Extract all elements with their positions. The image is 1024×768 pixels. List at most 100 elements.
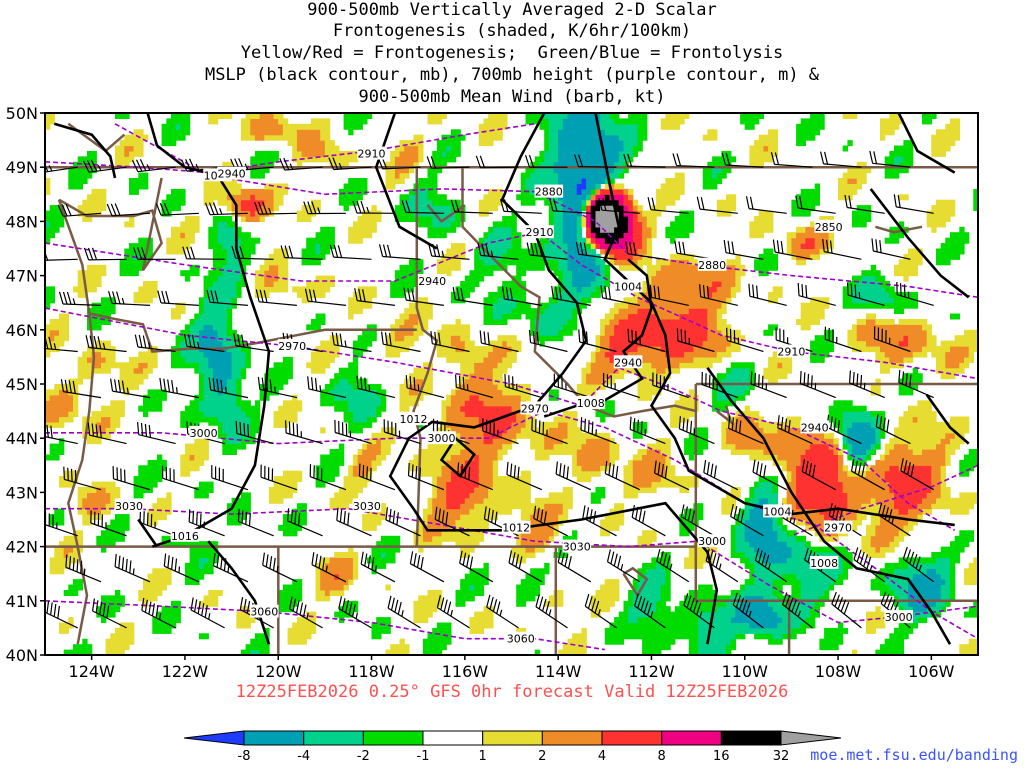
shade-cell [413,389,419,396]
shade-cell [436,454,443,461]
shade-cell [226,335,233,342]
shade-cell [343,600,349,607]
shade-cell [292,286,298,293]
shade-cell [124,150,130,157]
shade-cell [553,156,559,163]
shade-cell [609,595,615,602]
shade-cell [520,508,527,515]
shade-cell [455,454,461,461]
shade-cell [534,541,541,548]
shade-cell [245,243,251,250]
shade-cell [492,465,499,472]
shade-cell [562,145,569,152]
shade-cell [157,622,163,629]
shade-cell [595,281,601,287]
shade-cell [455,432,461,439]
shade-cell [366,459,373,466]
shade-cell [460,411,466,418]
shade-cell [222,438,228,445]
shade-cell [534,508,541,515]
shade-cell [511,216,517,222]
shade-cell [404,400,410,407]
shade-cell [455,443,461,450]
shade-cell [418,308,424,315]
shade-cell [516,302,522,309]
shade-cell [586,465,592,472]
shade-cell [534,253,541,260]
shade-cell [525,595,531,602]
shade-cell [572,150,578,157]
shade-cell [250,432,256,439]
shade-cell [133,134,139,141]
shade-cell [502,123,508,130]
shade-cell [604,161,611,168]
shade-cell [502,384,508,390]
shade-cell [511,405,517,412]
shade-cell [581,183,587,190]
shade-cell [497,373,503,380]
shade-cell [166,140,172,147]
shade-cell [194,324,200,331]
shade-cell [422,362,429,369]
shade-cell [553,253,559,260]
shade-cell [572,183,578,190]
shade-cell [385,443,391,450]
shade-cell [558,253,564,260]
shade-cell [49,205,55,212]
shade-cell [558,308,564,315]
shade-cell [446,140,452,147]
shade-cell [49,514,55,521]
shade-cell [572,302,578,309]
shade-cell [306,129,312,136]
shade-cell [413,156,419,163]
shade-cell [376,405,382,412]
shade-cell [301,248,307,255]
shade-cell [544,524,550,531]
shade-cell [520,427,527,434]
shade-cell [101,411,107,418]
shade-cell [96,324,102,331]
shade-cell [506,476,513,483]
shade-cell [250,134,256,141]
shade-cell [418,611,424,618]
shade-cell [133,248,139,255]
shade-cell [231,449,237,455]
shade-cell [231,411,237,418]
shade-cell [544,134,550,141]
shade-cell [222,362,228,369]
shade-cell [511,427,517,434]
shade-cell [226,411,233,418]
shade-cell [236,405,242,412]
shade-cell [301,134,307,141]
shade-cell [483,562,489,569]
shade-cell [371,454,377,461]
shade-cell [338,611,345,618]
shade-cell [544,454,550,461]
shade-cell [45,232,51,239]
shade-cell [525,308,531,315]
shade-cell [334,405,340,412]
shade-cell [306,611,312,618]
shade-cell [506,394,513,401]
shade-cell [250,210,256,217]
shade-cell [399,644,405,651]
shade-cell [115,644,121,651]
shade-cell [334,568,340,575]
shade-cell [310,145,317,152]
shade-cell [245,188,251,195]
shade-cell [385,627,391,634]
shade-cell [595,459,601,466]
shade-cell [171,118,177,125]
shade-cell [222,297,228,304]
shade-cell [180,237,186,244]
shade-cell [413,140,419,147]
shade-cell [380,438,387,445]
shade-cell [222,253,228,260]
shade-cell [217,226,223,233]
shade-cell [119,161,125,168]
shade-cell [268,205,275,212]
shade-cell [268,373,275,380]
shade-cell [124,156,130,163]
shade-cell [474,394,480,401]
shade-cell [590,351,597,358]
